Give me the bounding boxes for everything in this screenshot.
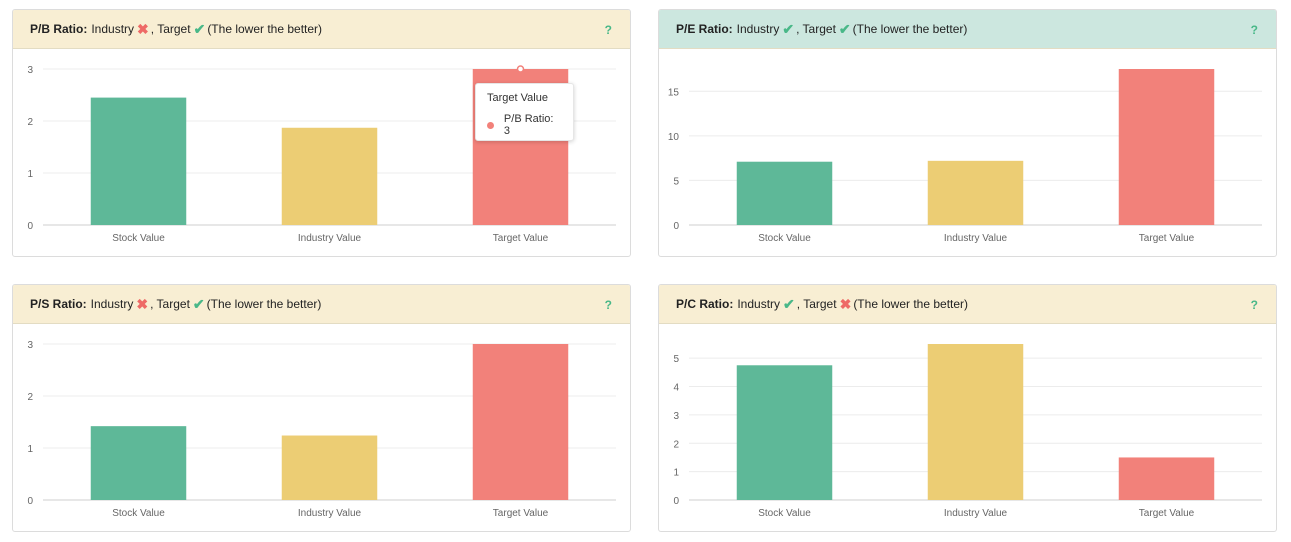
x-tick-label: Stock Value xyxy=(112,233,165,244)
ps-ratio-chart: 0 1 2 3 Stock Value Industry Value Target Valu… xyxy=(27,340,616,519)
pe-ratio-panel: P/E Ratio: Industry ✔ , Target ✔ (The lo… xyxy=(658,9,1277,257)
bar[interactable] xyxy=(736,161,833,225)
pe-ratio-chart: 0 5 10 15 Stock Value Industry Value Target Va… xyxy=(668,69,1262,244)
x-tick-label: Target Value xyxy=(1139,233,1195,244)
hint-text: (The lower the better) xyxy=(207,22,323,36)
bar[interactable] xyxy=(281,435,378,500)
y-tick-label: 3 xyxy=(27,65,33,76)
panel-header: P/C Ratio: Industry ✔ , Target ✖ (The lo… xyxy=(659,285,1276,324)
target-text: , Target xyxy=(150,297,190,311)
bar[interactable] xyxy=(736,365,833,500)
y-tick-label: 1 xyxy=(27,444,33,455)
hint-text: (The lower the better) xyxy=(853,297,969,311)
x-tick-label: Stock Value xyxy=(758,233,811,244)
cross-icon: ✖ xyxy=(137,21,149,37)
x-tick-label: Stock Value xyxy=(758,508,811,519)
panel-header: P/E Ratio: Industry ✔ , Target ✔ (The lo… xyxy=(659,10,1276,49)
y-tick-label: 0 xyxy=(673,496,679,507)
x-tick-label: Industry Value xyxy=(298,233,362,244)
y-tick-label: 0 xyxy=(673,221,679,232)
bar[interactable] xyxy=(281,127,378,225)
industry-text: Industry xyxy=(91,22,135,36)
ps-ratio-panel: P/S Ratio: Industry ✖ , Target ✔ (The lo… xyxy=(12,284,631,532)
panel-label: P/C Ratio: xyxy=(676,297,734,311)
y-tick-label: 0 xyxy=(27,221,33,232)
y-tick-label: 2 xyxy=(673,439,679,450)
panel-header: P/B Ratio: Industry ✖ , Target ✔ (The lo… xyxy=(13,10,630,49)
target-text: , Target xyxy=(150,22,191,36)
y-tick-label: 2 xyxy=(27,392,33,403)
help-icon[interactable]: ? xyxy=(604,22,612,37)
check-icon: ✔ xyxy=(783,296,795,312)
x-tick-label: Target Value xyxy=(1139,508,1195,519)
panel-label: P/S Ratio: xyxy=(30,297,87,311)
help-icon[interactable]: ? xyxy=(604,297,612,312)
pb-ratio-chart: 0 1 2 3 Stock Value Industry Value Target Valu… xyxy=(27,65,616,244)
bar[interactable] xyxy=(927,344,1024,500)
bar[interactable] xyxy=(472,344,569,500)
bar[interactable] xyxy=(90,97,187,225)
x-tick-label: Stock Value xyxy=(112,508,165,519)
industry-text: Industry xyxy=(90,297,134,311)
x-tick-label: Industry Value xyxy=(298,508,362,519)
y-tick-label: 5 xyxy=(673,176,679,187)
x-tick-label: Industry Value xyxy=(944,508,1008,519)
help-icon[interactable]: ? xyxy=(1250,297,1258,312)
y-tick-label: 15 xyxy=(668,87,680,98)
tooltip-title: Target Value xyxy=(487,92,548,104)
pb-ratio-panel: P/B Ratio: Industry ✖ , Target ✔ (The lo… xyxy=(12,9,631,257)
target-text: , Target xyxy=(796,22,836,36)
panel-header: P/S Ratio: Industry ✖ , Target ✔ (The lo… xyxy=(13,285,630,324)
tooltip-value: P/B Ratio: 3 xyxy=(503,113,554,137)
check-icon: ✔ xyxy=(838,21,851,37)
x-tick-label: Target Value xyxy=(493,233,549,244)
bar[interactable] xyxy=(1118,69,1215,225)
cross-icon: ✖ xyxy=(839,296,852,312)
y-tick-label: 5 xyxy=(673,354,679,365)
pc-ratio-panel: P/C Ratio: Industry ✔ , Target ✖ (The lo… xyxy=(658,284,1277,532)
y-tick-label: 1 xyxy=(27,169,33,180)
check-icon: ✔ xyxy=(193,21,206,37)
y-tick-label: 2 xyxy=(27,117,33,128)
y-tick-label: 10 xyxy=(668,132,680,143)
x-tick-label: Industry Value xyxy=(944,233,1008,244)
bar[interactable] xyxy=(1118,457,1215,500)
y-tick-label: 0 xyxy=(27,496,33,507)
bar[interactable] xyxy=(90,426,187,500)
y-tick-label: 4 xyxy=(673,383,679,394)
y-tick-label: 3 xyxy=(673,411,679,422)
bar[interactable] xyxy=(927,160,1024,225)
panel-label: P/E Ratio: xyxy=(676,22,733,36)
help-icon[interactable]: ? xyxy=(1250,22,1258,37)
y-tick-label: 3 xyxy=(27,340,33,351)
hint-text: (The lower the better) xyxy=(852,22,968,36)
hover-point xyxy=(516,65,525,73)
industry-text: Industry xyxy=(736,22,780,36)
tooltip-series-dot xyxy=(487,121,494,129)
target-text: , Target xyxy=(796,297,837,311)
pc-ratio-chart: 0 1 2 3 4 5 Stock Value Industry Value Target Va… xyxy=(673,344,1262,519)
panel-label: P/B Ratio: xyxy=(30,22,88,36)
industry-text: Industry xyxy=(737,297,781,311)
cross-icon: ✖ xyxy=(136,296,149,312)
y-tick-label: 1 xyxy=(673,468,679,479)
chart-tooltip: Target Value P/B Ratio: 3 xyxy=(475,83,574,141)
check-icon: ✔ xyxy=(782,21,795,37)
check-icon: ✔ xyxy=(192,296,205,312)
hint-text: (The lower the better) xyxy=(206,297,322,311)
x-tick-label: Target Value xyxy=(493,508,549,519)
